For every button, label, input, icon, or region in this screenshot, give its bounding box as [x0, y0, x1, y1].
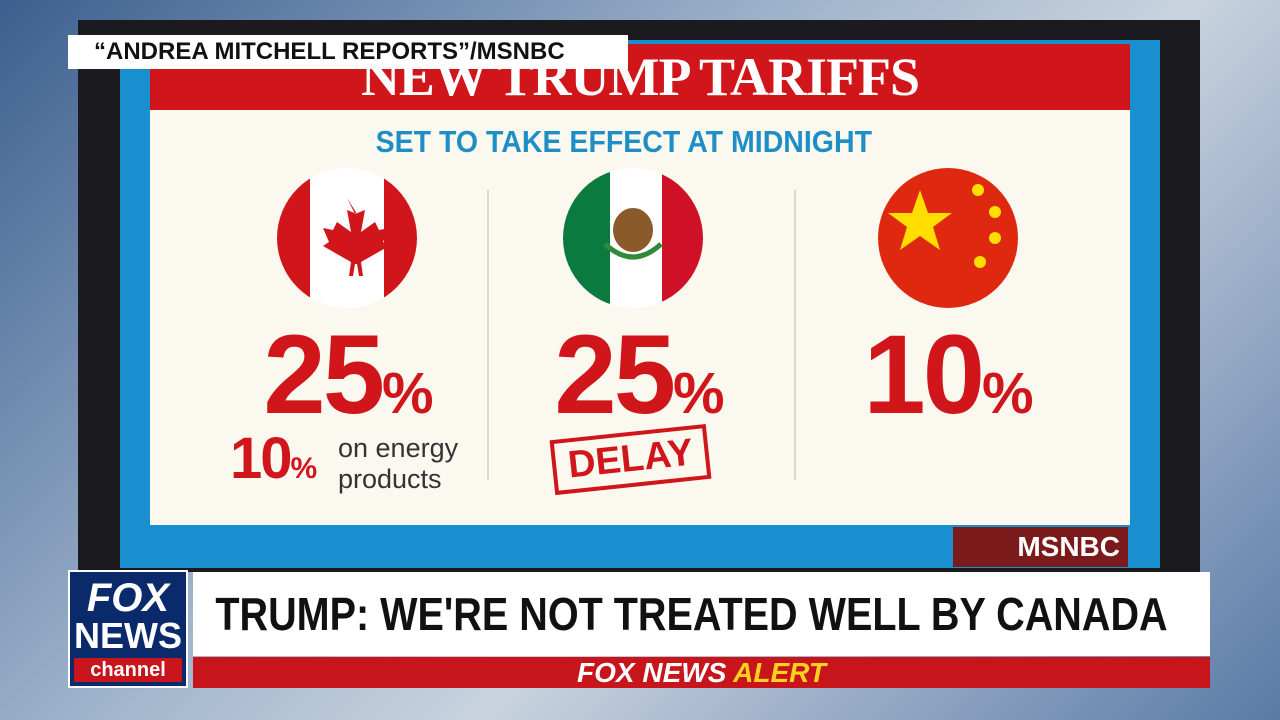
tariff-rate: 10% [797, 310, 1097, 439]
headline-bar: TRUMP: WE'RE NOT TREATED WELL BY CANADA [193, 572, 1210, 656]
rate-value: 10 [863, 312, 985, 437]
alert-word: ALERT [733, 657, 826, 688]
rate-value: 25 [263, 312, 385, 437]
logo-line: NEWS [74, 615, 182, 656]
headline: TRUMP: WE'RE NOT TREATED WELL BY CANADA [215, 588, 1168, 640]
source-label: “ANDREA MITCHELL REPORTS”/MSNBC [68, 35, 628, 69]
china-flag [878, 168, 1018, 308]
rate-unit: % [673, 361, 725, 426]
note-rate: 10% [230, 425, 318, 492]
graphic-subtitle: SET TO TAKE EFFECT AT MIDNIGHT [375, 124, 873, 159]
alert-bar: FOX NEWS ALERT [193, 657, 1210, 688]
rate-unit: % [290, 452, 318, 485]
rate-unit: % [982, 361, 1034, 426]
channel-logo: FOX NEWS channel [68, 570, 188, 688]
tariff-rate: 25% [197, 310, 497, 439]
rate-unit: % [382, 361, 434, 426]
note: on energy products [338, 433, 459, 494]
rate-value: 10 [230, 426, 292, 491]
divider [487, 190, 489, 480]
flags [277, 168, 1018, 308]
alert-prefix: FOX NEWS [577, 657, 727, 688]
logo-line: channel [74, 658, 182, 682]
mexico-flag [563, 168, 703, 308]
divider [794, 190, 796, 480]
canada-flag [277, 168, 417, 308]
rate-value: 25 [554, 312, 676, 437]
network-logo: MSNBC [953, 527, 1128, 567]
tariff-rate: 25% [488, 310, 788, 439]
logo-line: FOX [86, 576, 170, 620]
